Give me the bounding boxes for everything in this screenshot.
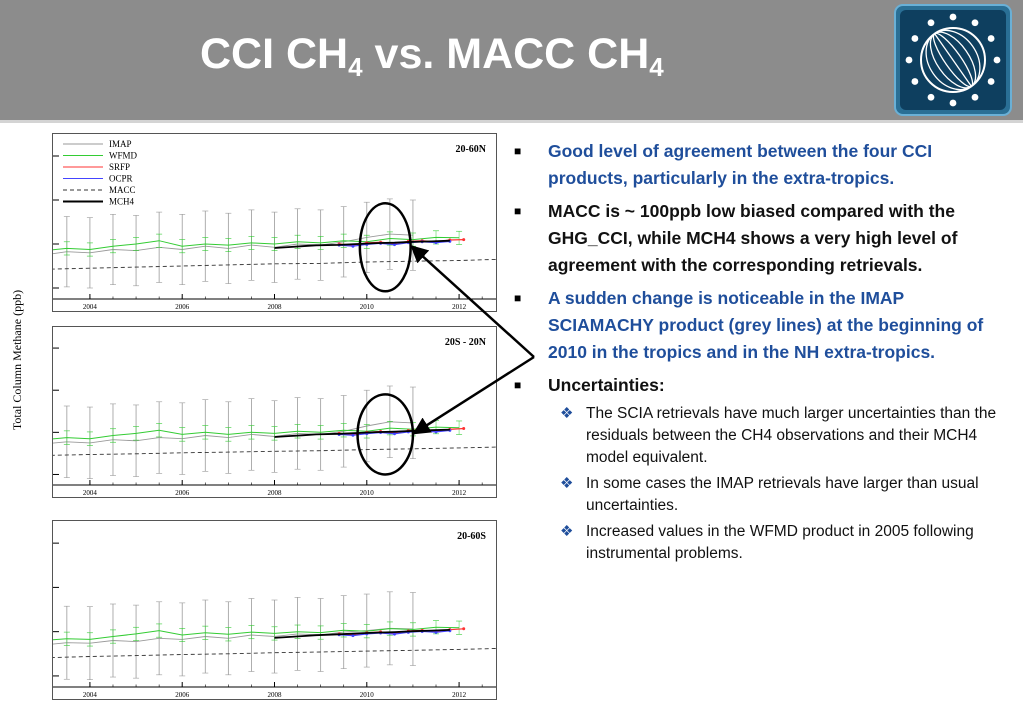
legend-label-imap: IMAP xyxy=(109,139,132,149)
logo-star-dot xyxy=(993,56,1001,64)
x-tick-label: 2004 xyxy=(83,303,98,311)
series-line-wfmd xyxy=(43,426,460,441)
x-tick-label: 2010 xyxy=(360,303,375,311)
logo-star-dot xyxy=(949,99,957,107)
logo-star-dot xyxy=(911,35,919,42)
logo-star-dot xyxy=(911,78,919,85)
x-tick-label: 2006 xyxy=(175,489,190,497)
diamond-bullet-icon: ❖ xyxy=(560,523,574,540)
series-line-mch4 xyxy=(274,239,450,249)
x-tick-label: 2010 xyxy=(360,489,375,497)
x-tick-label: 2006 xyxy=(175,303,190,311)
legend-label-mch4: MCH4 xyxy=(109,197,135,207)
logo-star-dot xyxy=(987,78,995,85)
diamond-bullet-icon: ❖ xyxy=(560,405,574,422)
diamond-bullet-icon: ❖ xyxy=(560,475,574,492)
series-point-ocpr xyxy=(392,243,396,247)
x-tick-label: 2012 xyxy=(452,691,467,699)
bullet-uncertainties: ■ Uncertainties: xyxy=(512,372,1012,399)
header-bar: CCI CH4 vs. MACC CH4 xyxy=(0,0,1023,120)
logo-star-dot xyxy=(927,93,935,101)
logo-star-dot xyxy=(971,19,979,27)
chart-panel-20s-20n: 16001800200022002004200620082010201220S … xyxy=(35,326,497,498)
bullet-macc-bias: ■ MACC is ~ 100ppb low biased compared wi… xyxy=(512,198,1012,279)
logo-star-dot xyxy=(949,13,957,21)
chart-panel-20-60n: 16001800200022002004200620082010201220-6… xyxy=(35,133,497,312)
bullet-agreement: ■ Good level of agreement between the fou… xyxy=(512,138,1012,192)
chart-20s-20n: 16001800200022002004200620082010201220S … xyxy=(35,337,497,497)
legend-label-ocpr: OCPR xyxy=(109,174,133,184)
bullet-list: ■ Good level of agreement between the fou… xyxy=(512,138,1012,569)
logo-star-dot xyxy=(905,56,913,64)
x-tick-label: 2008 xyxy=(268,489,283,497)
series-line-mch4 xyxy=(274,629,450,639)
panel-label: 20S - 20N xyxy=(445,337,487,348)
square-bullet-icon: ■ xyxy=(514,378,522,392)
series-point-ocpr xyxy=(351,433,355,437)
highlight-ellipse xyxy=(358,202,412,293)
series-point-srfp xyxy=(462,627,466,631)
square-bullet-icon: ■ xyxy=(514,144,522,158)
square-bullet-icon: ■ xyxy=(514,291,522,305)
series-point-ocpr xyxy=(392,632,396,636)
y-axis-label-text: Total Column Methane (ppb) xyxy=(10,290,24,430)
x-tick-label: 2004 xyxy=(83,489,98,497)
series-point-srfp xyxy=(462,238,466,242)
series-point-srfp xyxy=(462,427,466,431)
chart-20-60n: 16001800200022002004200620082010201220-6… xyxy=(35,137,497,311)
series-line-wfmd xyxy=(43,626,460,641)
square-bullet-icon: ■ xyxy=(514,204,522,218)
sub-bullet-imap: ❖ In some cases the IMAP retrievals have … xyxy=(560,475,979,514)
chart-panel-20-60s: 16001800200022002004200620082010201220-6… xyxy=(35,520,497,700)
x-tick-label: 2004 xyxy=(83,691,98,699)
bullet-imap-change: ■ A sudden change is noticeable in the IM… xyxy=(512,285,1012,366)
series-point-ocpr xyxy=(351,244,355,248)
series-point-ocpr xyxy=(351,634,355,638)
slide-title: CCI CH4 vs. MACC CH4 xyxy=(200,30,664,82)
x-tick-label: 2008 xyxy=(268,691,283,699)
legend-label-wfmd: WFMD xyxy=(109,151,138,161)
logo-star-dot xyxy=(971,93,979,101)
logo-star-dot xyxy=(927,19,935,27)
panel-label: 20-60N xyxy=(455,144,486,155)
chart-20-60s: 16001800200022002004200620082010201220-6… xyxy=(35,531,497,699)
series-point-ocpr xyxy=(434,630,438,634)
x-tick-label: 2012 xyxy=(452,303,467,311)
legend-box xyxy=(59,137,167,209)
highlight-ellipse xyxy=(356,393,415,476)
sub-bullet-wfmd: ❖ Increased values in the WFMD product in… xyxy=(560,523,974,562)
x-tick-label: 2008 xyxy=(268,303,283,311)
panel-label: 20-60S xyxy=(457,531,486,542)
y-axis-label: Total Column Methane (ppb) xyxy=(10,290,24,430)
series-line-wfmd xyxy=(43,236,460,252)
x-tick-label: 2012 xyxy=(452,489,467,497)
logo-star-dot xyxy=(987,35,995,42)
header-divider xyxy=(0,120,1023,123)
legend-label-srfp: SRFP xyxy=(109,162,130,172)
x-tick-label: 2006 xyxy=(175,691,190,699)
series-point-ocpr xyxy=(392,432,396,436)
x-tick-label: 2010 xyxy=(360,691,375,699)
sub-bullet-scia: ❖ The SCIA retrievals have much larger un… xyxy=(560,405,997,466)
legend-label-macc: MACC xyxy=(109,185,136,195)
esa-cci-globe-logo xyxy=(894,4,1012,116)
